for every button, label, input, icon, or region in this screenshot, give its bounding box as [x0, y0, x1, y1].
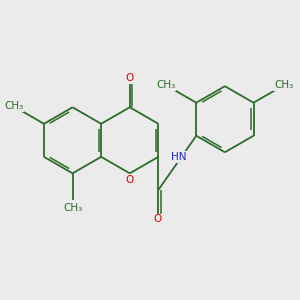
Text: CH₃: CH₃ — [4, 101, 23, 111]
Text: HN: HN — [171, 152, 187, 162]
Text: O: O — [126, 175, 134, 184]
Text: O: O — [153, 214, 162, 224]
Text: CH₃: CH₃ — [157, 80, 176, 90]
Text: CH₃: CH₃ — [274, 80, 293, 90]
Text: O: O — [126, 73, 134, 83]
Text: CH₃: CH₃ — [63, 203, 82, 213]
